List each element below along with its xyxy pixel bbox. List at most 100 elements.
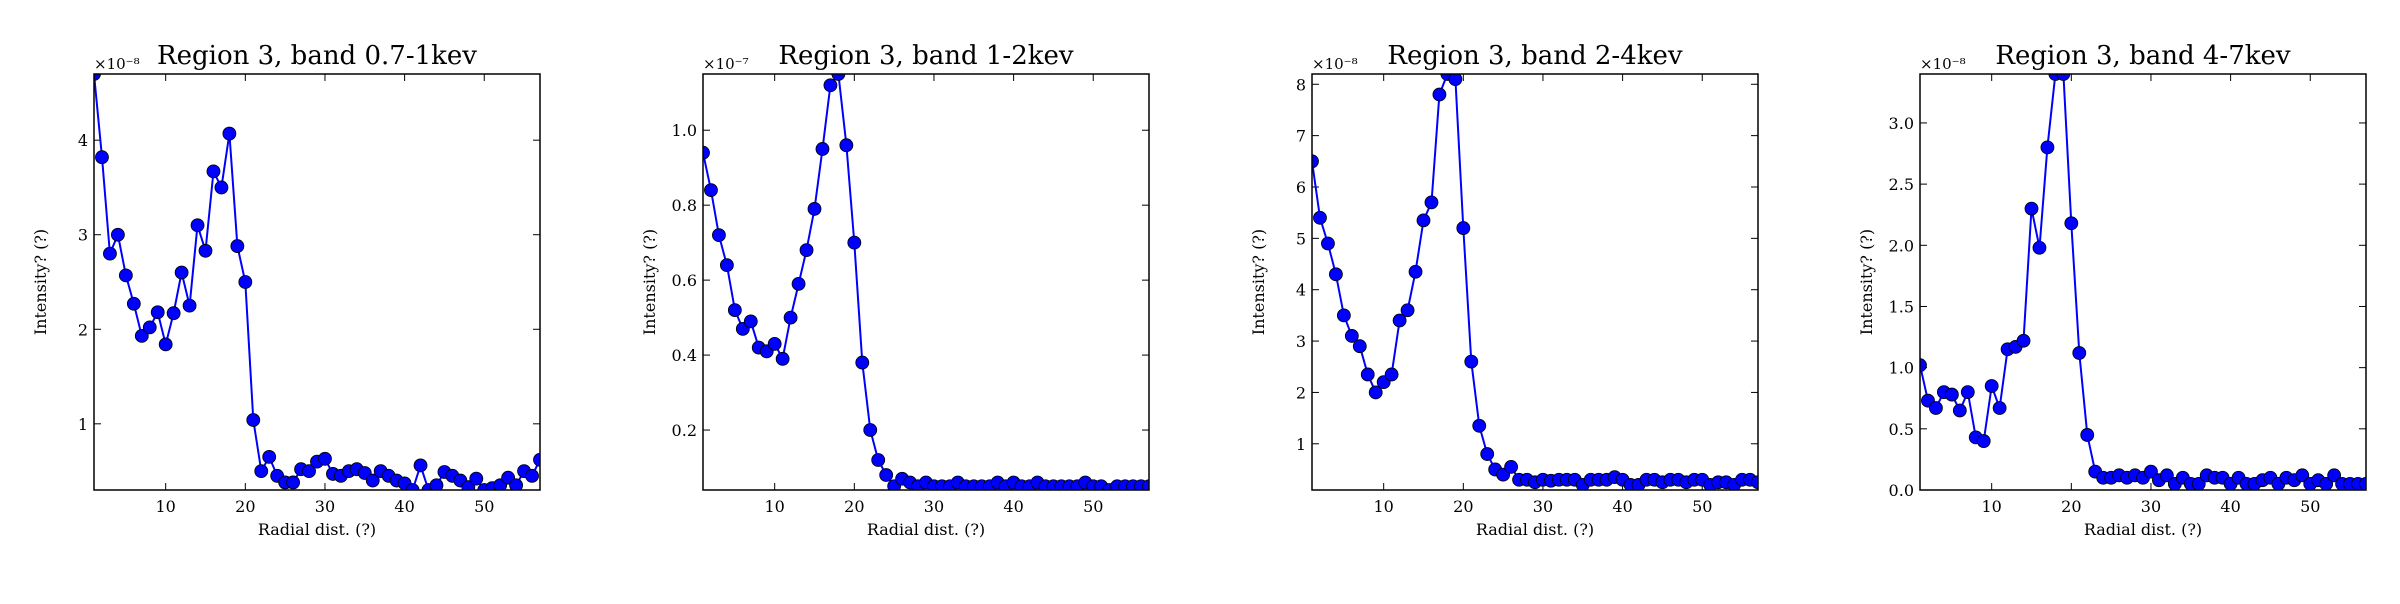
x-tick-label: 20: [844, 497, 864, 516]
data-point: [712, 228, 726, 243]
y-tick-label: 1.0: [1889, 359, 1914, 378]
x-tick-label: 10: [1373, 497, 1393, 516]
data-point: [727, 303, 742, 318]
data-point: [222, 126, 237, 141]
data-point: [1480, 447, 1495, 461]
data-point: [2144, 464, 2158, 479]
data-point: [1960, 385, 1975, 400]
data-point: [174, 265, 189, 280]
plot-frame: [1311, 73, 1759, 491]
x-tick-label: 30: [2141, 497, 2161, 516]
axis-multiplier: ×10⁻⁸: [1312, 55, 1358, 73]
data-point: [142, 320, 157, 335]
y-tick-label: 3: [78, 226, 88, 245]
data-point: [2040, 140, 2055, 155]
data-point: [262, 450, 277, 464]
y-tick-label: 5: [1296, 229, 1306, 248]
data-point: [2032, 240, 2047, 255]
data-point: [1392, 313, 1407, 328]
plot-frame: [1919, 73, 2367, 491]
data-point: [1504, 459, 1519, 474]
data-point: [150, 305, 165, 320]
data-point: [1751, 475, 1758, 490]
y-tick-label: 2.5: [1889, 175, 1914, 194]
data-point: [302, 464, 316, 478]
y-tick-label: 2: [78, 320, 88, 339]
data-point: [1321, 236, 1335, 251]
series-1: [1920, 74, 2366, 490]
y-tick-label: 1: [78, 415, 88, 434]
data-point: [2016, 333, 2031, 348]
axis-multiplier: ×10⁻⁷: [703, 55, 749, 73]
data-point: [166, 306, 181, 321]
x-axis-label: Radial dist. (?): [1476, 520, 1594, 539]
data-point: [719, 258, 734, 273]
data-point: [158, 337, 173, 352]
chart-title: Region 3, band 2-4kev: [1387, 41, 1682, 71]
x-axis-label: Radial dist. (?): [2084, 520, 2202, 539]
y-tick-label: 4: [1296, 281, 1306, 300]
data-point: [799, 243, 814, 258]
data-point: [1976, 434, 1991, 448]
data-point: [1432, 87, 1447, 102]
data-point: [525, 468, 539, 483]
data-point: [533, 452, 540, 467]
axis-multiplier: ×10⁻⁸: [1920, 55, 1966, 73]
data-point: [1313, 210, 1327, 225]
x-tick-label: 40: [2220, 497, 2240, 516]
y-tick-label: 3: [1296, 332, 1306, 351]
data-point: [743, 314, 758, 329]
data-point: [871, 453, 886, 467]
data-point: [103, 246, 117, 261]
data-point: [2024, 201, 2039, 216]
y-tick-label: 7: [1296, 127, 1306, 146]
x-tick-label: 30: [315, 497, 335, 516]
x-axis-label: Radial dist. (?): [258, 520, 376, 539]
data-point: [126, 296, 141, 311]
data-point: [190, 218, 205, 233]
data-point: [1952, 403, 1967, 418]
y-axis-label: Intensity? (?): [1249, 229, 1268, 335]
chart-panel-4: Region 3, band 4-7kev ×10⁻⁸ 10 20 30 40 50 0.0 0…: [1857, 41, 2367, 539]
y-tick-label: 8: [1296, 75, 1306, 94]
x-tick-label: 40: [1003, 497, 1023, 516]
data-point: [823, 78, 838, 93]
series-line: [1312, 74, 1758, 487]
x-tick-label: 10: [764, 497, 784, 516]
y-tick-label: 1.5: [1889, 297, 1914, 316]
chart-panel-1: Region 3, band 0.7-1kev ×10⁻⁸ 10 20 30 40 50 1 2…: [31, 41, 541, 539]
data-point: [1360, 367, 1375, 382]
y-tick-label: 0.4: [672, 346, 697, 365]
data-point: [2056, 74, 2071, 81]
data-point: [1416, 213, 1431, 228]
y-tick-label: 2: [1296, 383, 1306, 402]
data-point: [1464, 354, 1479, 369]
x-tick-label: 20: [2061, 497, 2081, 516]
data-point: [429, 478, 444, 490]
data-point: [365, 473, 380, 488]
data-point: [775, 351, 790, 366]
plot-frame: [702, 73, 1150, 491]
data-point: [95, 150, 109, 165]
data-point: [206, 164, 221, 179]
data-point: [1424, 195, 1439, 210]
data-point: [1368, 385, 1383, 400]
data-point: [134, 328, 149, 343]
data-point: [2359, 476, 2366, 490]
y-tick-label: 0.8: [672, 196, 697, 215]
plot-frame: [93, 73, 541, 491]
data-point: [2080, 428, 2095, 442]
data-point: [405, 483, 420, 490]
data-point: [839, 138, 854, 153]
y-tick-label: 0.5: [1889, 420, 1914, 439]
chart-title: Region 3, band 0.7-1kev: [157, 41, 477, 71]
y-tick-label: 0.0: [1889, 481, 1914, 500]
data-point: [1312, 154, 1319, 169]
y-tick-label: 0.2: [672, 421, 697, 440]
data-point: [1472, 418, 1487, 433]
data-point: [1920, 358, 1927, 373]
data-point: [1944, 387, 1959, 402]
data-point: [238, 275, 253, 289]
